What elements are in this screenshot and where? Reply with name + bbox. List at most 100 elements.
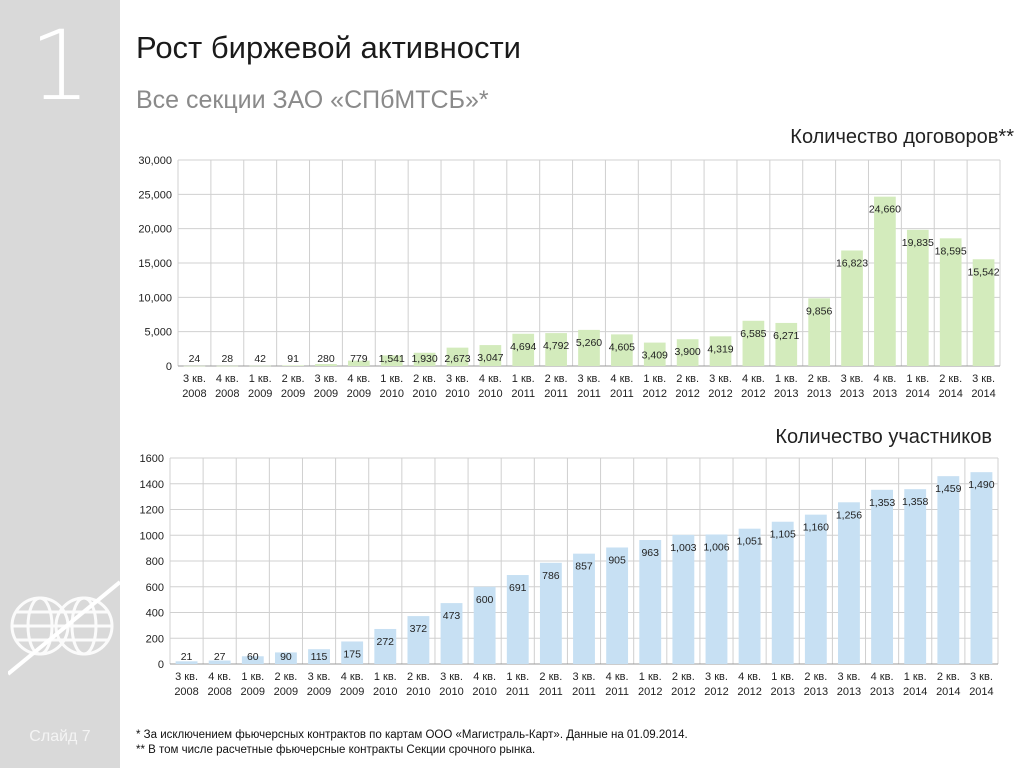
data-label: 24 [189,353,201,365]
data-label: 3,900 [674,346,700,358]
x-tick-label: 1 кв. [639,671,662,683]
x-tick-label: 2012 [675,388,699,400]
bar [838,502,860,664]
bar [539,562,562,664]
bar [407,616,430,664]
y-tick-label: 15,000 [138,258,172,270]
x-tick-label: 2010 [406,686,430,698]
data-label: 691 [509,582,527,594]
y-tick-label: 400 [146,608,164,620]
x-tick-label: 2009 [274,686,298,698]
bar [249,365,272,367]
bar [775,322,798,366]
data-label: 272 [377,636,395,648]
x-tick-label: 2010 [445,388,469,400]
bar [639,540,662,664]
x-tick-label: 4 кв. [347,373,370,385]
y-tick-label: 25,000 [138,189,172,201]
x-tick-label: 2012 [741,388,765,400]
x-tick-label: 2011 [605,686,629,698]
data-label: 42 [254,353,266,365]
x-tick-label: 1 кв. [643,373,666,385]
x-tick-label: 3 кв. [972,373,995,385]
bar [672,534,695,664]
data-label: 16,823 [836,257,868,269]
bar [738,528,761,664]
data-label: 473 [443,610,461,622]
data-label: 4,694 [510,341,536,353]
x-tick-label: 4 кв. [742,373,765,385]
data-label: 115 [311,651,328,663]
y-tick-label: 0 [166,361,172,373]
x-tick-label: 2 кв. [937,671,960,683]
x-tick-label: 3 кв. [970,671,993,683]
bar [939,238,962,366]
bar [972,259,995,366]
x-tick-label: 2 кв. [407,671,430,683]
x-tick-label: 2013 [873,388,897,400]
bar [970,472,993,664]
data-label: 1,003 [670,542,696,554]
x-tick-label: 1 кв. [906,373,929,385]
data-label: 28 [221,353,233,365]
x-tick-label: 2010 [478,388,502,400]
x-tick-label: 2011 [506,686,530,698]
x-tick-label: 2012 [708,388,732,400]
data-label: 24,660 [869,204,901,216]
globe-logo-icon [8,580,120,676]
data-label: 27 [214,651,226,663]
participants-chart-title: Количество участников [775,426,992,448]
bar [742,320,765,366]
bar [380,355,403,366]
x-tick-label: 2 кв. [282,373,305,385]
bar [175,661,198,664]
bar [871,489,894,664]
data-label: 905 [608,554,626,566]
bar [315,364,337,366]
bar [347,360,370,366]
data-label: 6,271 [773,330,799,342]
x-tick-label: 3 кв. [308,671,331,683]
x-tick-label: 4 кв. [738,671,761,683]
y-tick-label: 0 [158,659,164,671]
bar [906,229,929,366]
x-tick-label: 2009 [347,388,371,400]
x-tick-label: 2008 [174,686,198,698]
data-label: 1,358 [902,496,928,508]
x-tick-label: 2014 [906,388,930,400]
data-label: 1,160 [803,522,829,534]
bar [208,660,231,664]
x-tick-label: 4 кв. [208,671,231,683]
data-label: 18,595 [935,245,967,257]
bar [282,365,304,366]
bar [804,514,827,664]
y-tick-label: 200 [146,633,164,645]
bar [611,334,633,366]
sidebar: 1 Слайд 7 [0,0,120,768]
x-tick-label: 2 кв. [539,671,562,683]
x-tick-label: 2011 [544,388,568,400]
bar [545,333,567,366]
footnote-2: ** В том числе расчетные фьючерсные конт… [136,744,536,756]
x-tick-label: 2008 [182,388,206,400]
data-label: 15,542 [967,266,999,278]
data-label: 91 [287,353,299,365]
x-tick-label: 4 кв. [871,671,894,683]
bar [479,345,502,366]
x-tick-label: 2009 [307,686,331,698]
x-tick-label: 2012 [671,686,695,698]
data-label: 90 [280,651,292,663]
bar [643,342,666,366]
footnote-1: * За исключением фьючерсных контрактов п… [136,729,688,741]
data-label: 175 [343,648,361,660]
y-tick-label: 1000 [140,530,164,542]
data-label: 3,409 [642,350,668,362]
footnotes: * За исключением фьючерсных контрактов п… [136,728,688,758]
x-tick-label: 2009 [241,686,265,698]
data-label: 4,605 [609,341,635,353]
x-tick-label: 2009 [281,388,305,400]
bar [573,553,595,664]
x-tick-label: 2009 [340,686,364,698]
data-label: 857 [575,561,593,573]
x-tick-label: 1 кв. [512,373,535,385]
